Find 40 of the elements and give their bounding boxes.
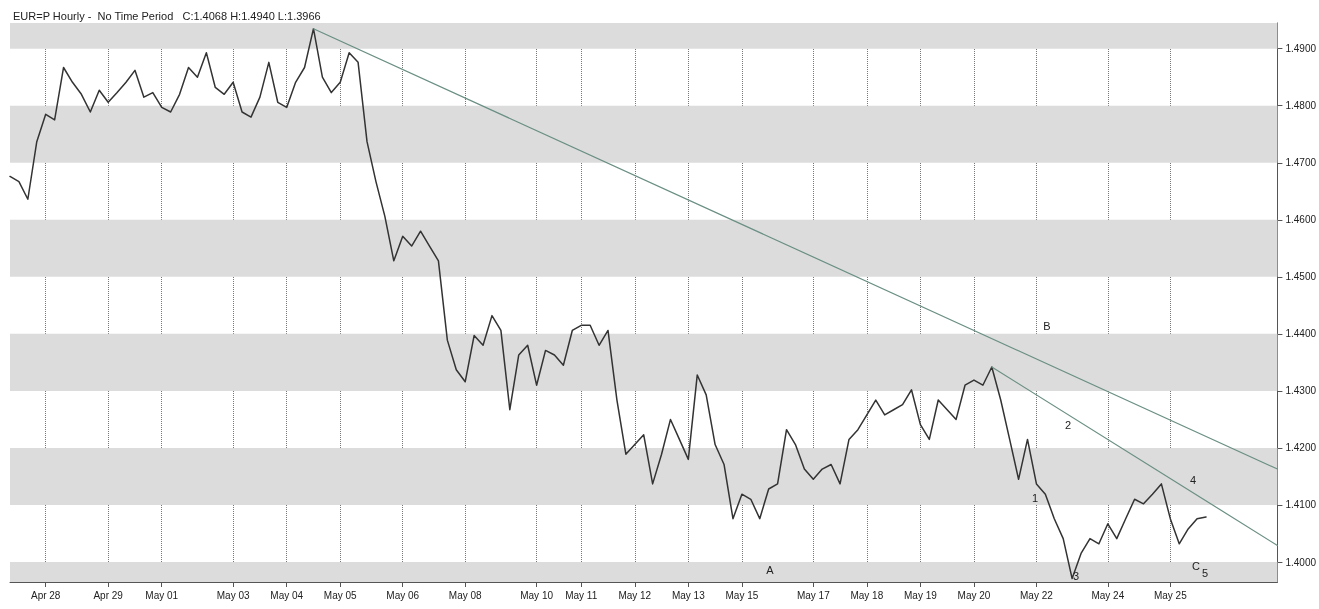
y-tick-label: 1.4100 (1285, 499, 1317, 511)
line-series (9, 27, 1207, 580)
annotation: 1 (1031, 492, 1039, 504)
y-tick-label: 1.4700 (1285, 157, 1317, 169)
x-tick-label: May 10 (520, 589, 554, 601)
annotation: 3 (1072, 570, 1080, 582)
x-tick-label: May 15 (725, 589, 759, 601)
x-tick-label: May 17 (796, 589, 831, 601)
x-tick-label: May 13 (671, 589, 706, 601)
annotation: C (1192, 560, 1201, 572)
y-tick-label: 1.4200 (1285, 442, 1317, 454)
annotation: A (766, 564, 775, 576)
x-tick-label: Apr 29 (93, 589, 124, 601)
x-tick-label: Apr 28 (30, 589, 61, 601)
x-tick-label: May 18 (850, 589, 884, 601)
y-tick-label: 1.4400 (1285, 328, 1317, 340)
x-tick-label: May 11 (565, 589, 598, 601)
y-tick-label: 1.4600 (1285, 214, 1317, 226)
x-tick-label: May 19 (904, 589, 938, 601)
x-tick-label: May 20 (957, 589, 991, 601)
x-tick-label: May 04 (270, 589, 304, 601)
annotation: 4 (1189, 474, 1197, 486)
x-tick-label: May 03 (216, 589, 250, 601)
y-tick-label: 1.4500 (1285, 271, 1317, 283)
annotation: 5 (1201, 567, 1209, 579)
y-tick-label: 1.4900 (1285, 43, 1317, 55)
x-tick-label: May 06 (386, 589, 420, 601)
annotation: 2 (1064, 419, 1072, 431)
chart-title: EUR=P Hourly - No Time Period C:1.4068 H:1.4940 L:1.3966 (13, 9, 321, 22)
y-tick-label: 1.4300 (1285, 385, 1317, 397)
y-tick-label: 1.4000 (1285, 556, 1317, 568)
x-tick-label: May 22 (1020, 589, 1054, 601)
x-tick-label: May 12 (618, 589, 652, 601)
y-tick-label: 1.4800 (1285, 100, 1317, 112)
x-tick-label: May 24 (1091, 589, 1125, 601)
x-tick-label: May 25 (1153, 589, 1188, 601)
annotation: B (1043, 320, 1051, 332)
x-tick-label: May 01 (145, 589, 179, 601)
x-tick-label: May 05 (323, 589, 358, 601)
x-tick-label: May 08 (448, 589, 483, 601)
